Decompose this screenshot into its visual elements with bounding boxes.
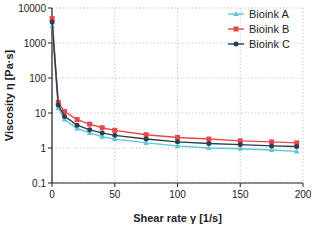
series-line (52, 19, 297, 143)
data-point (50, 19, 55, 24)
x-tick-label: 150 (232, 189, 249, 200)
data-point (269, 143, 274, 148)
x-grid-line (240, 8, 241, 183)
y-tick (48, 148, 52, 149)
y-tick-label: 10 (35, 108, 47, 119)
data-point (144, 137, 149, 142)
data-point (87, 127, 92, 132)
legend-marker (233, 11, 239, 16)
legend-label: Bioink A (249, 8, 289, 20)
series-line (52, 22, 297, 147)
y-tick-label: 0.1 (32, 178, 46, 189)
chart: 0.1 1 10 100 1000 10000 0 50 100 150 200 Shear rate… (0, 0, 327, 235)
x-tick-label: 0 (49, 189, 55, 200)
data-point (144, 132, 149, 137)
x-tick-label: 100 (169, 189, 186, 200)
x-axis-label: Shear rate γ [1/s] (133, 212, 222, 224)
data-point (56, 102, 61, 107)
x-tick (303, 183, 304, 187)
data-point (75, 123, 80, 128)
y-tick-label: 1000 (24, 38, 47, 49)
data-point (100, 125, 105, 130)
data-point (294, 148, 300, 153)
legend-label: Bioink B (249, 23, 289, 35)
legend-marker (234, 27, 239, 32)
x-tick-label: 50 (109, 189, 121, 200)
y-axis-label: Viscosity η [Pa·s] (3, 49, 15, 141)
plot-area (49, 16, 299, 153)
y-tick (48, 183, 52, 184)
x-tick (240, 183, 241, 187)
legend-label: Bioink C (249, 38, 290, 50)
data-point (100, 130, 105, 135)
data-point (206, 137, 211, 142)
data-point (175, 139, 180, 144)
data-point (294, 144, 299, 149)
y-tick-label: 100 (29, 73, 46, 84)
series-line (52, 26, 297, 151)
data-point (206, 141, 211, 146)
data-point (175, 135, 180, 140)
x-grid-line (114, 8, 115, 183)
data-point (112, 133, 117, 138)
x-grid-line (177, 8, 178, 183)
data-point (112, 128, 117, 133)
y-tick (48, 78, 52, 79)
legend-marker (234, 42, 239, 47)
x-tick (114, 183, 115, 187)
y-tick (48, 43, 52, 44)
data-point (62, 114, 67, 119)
data-point (238, 142, 243, 147)
y-tick-label: 10000 (18, 3, 46, 14)
data-point (87, 122, 92, 127)
y-tick (48, 8, 52, 9)
x-grid-line (303, 8, 304, 183)
x-tick-label: 200 (295, 189, 312, 200)
legend: Bioink A Bioink B Bioink C (228, 8, 290, 50)
x-tick (177, 183, 178, 187)
x-tick (52, 183, 53, 187)
y-tick (48, 113, 52, 114)
y-tick-label: 1 (40, 143, 46, 154)
data-point (75, 117, 80, 122)
